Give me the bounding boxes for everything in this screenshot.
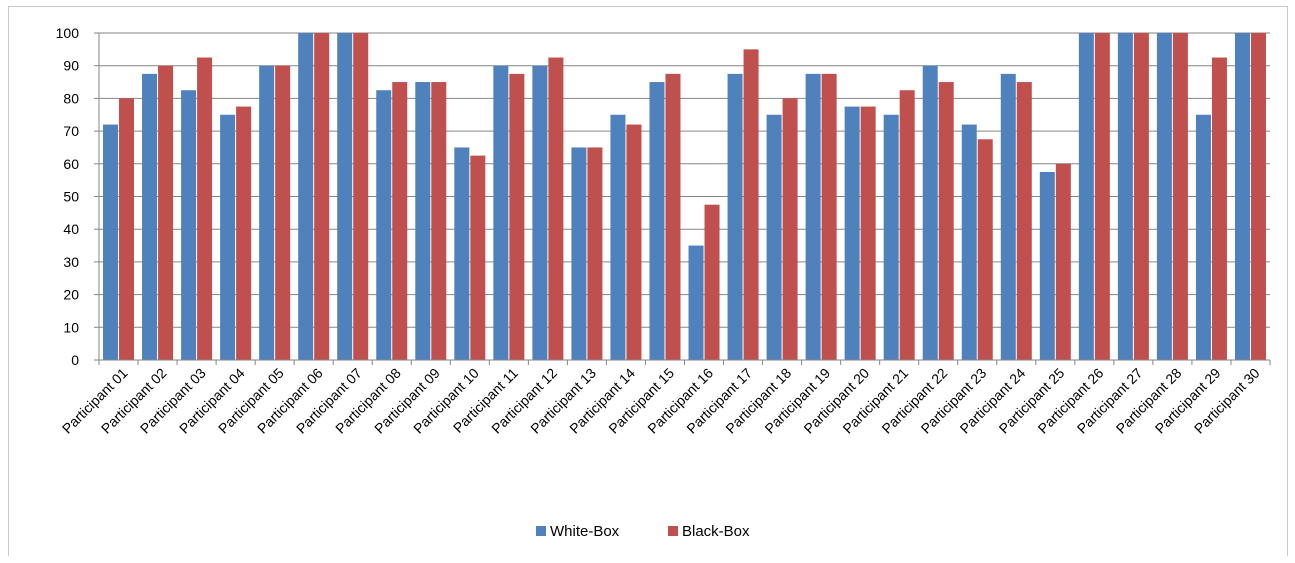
bar-white-box: [259, 65, 275, 360]
bar-white-box: [727, 73, 743, 360]
bar-black-box: [743, 49, 759, 360]
bar-black-box: [626, 124, 642, 360]
bar-white-box: [220, 114, 236, 360]
bar-black-box: [1094, 33, 1110, 360]
bar-white-box: [883, 114, 899, 360]
bar-black-box: [899, 90, 915, 360]
bar-black-box: [431, 82, 447, 361]
bar-white-box: [610, 114, 626, 360]
y-tick-label: 60: [63, 156, 79, 172]
bar-white-box: [1117, 33, 1133, 360]
bar-white-box: [532, 65, 548, 360]
y-tick-label: 80: [63, 90, 79, 106]
bar-black-box: [665, 73, 681, 360]
bar-white-box: [1078, 33, 1094, 360]
bar-white-box: [571, 147, 587, 360]
y-tick-label: 0: [71, 352, 79, 368]
bar-white-box: [1195, 114, 1211, 360]
y-tick-label: 70: [63, 123, 79, 139]
bar-black-box: [275, 65, 291, 360]
bar-white-box: [376, 90, 392, 360]
bar-black-box: [314, 33, 330, 360]
bar-white-box: [337, 33, 353, 360]
x-tick-label: Participant 01: [59, 365, 131, 437]
bar-white-box: [1039, 171, 1055, 360]
bar-white-box: [298, 33, 314, 360]
bar-black-box: [392, 82, 408, 361]
bars: [103, 33, 1266, 361]
bar-black-box: [1055, 163, 1071, 360]
bar-white-box: [415, 82, 431, 361]
bar-black-box: [704, 204, 720, 360]
bar-black-box: [1133, 33, 1149, 360]
bar-white-box: [922, 65, 938, 360]
bar-black-box: [236, 106, 252, 360]
y-tick-label: 90: [63, 58, 79, 74]
bar-black-box: [158, 65, 174, 360]
bar-black-box: [470, 155, 486, 360]
bar-white-box: [181, 90, 197, 360]
bar-black-box: [860, 106, 876, 360]
bar-white-box: [961, 124, 977, 360]
bar-black-box: [587, 147, 603, 360]
bar-white-box: [649, 82, 665, 361]
bar-black-box: [1172, 33, 1188, 360]
y-tick-label: 20: [63, 287, 79, 303]
legend: White-Box Black-Box: [536, 523, 750, 540]
bar-black-box: [938, 82, 954, 361]
bar-white-box: [688, 245, 704, 360]
y-tick-label: 50: [63, 189, 79, 205]
bar-black-box: [119, 98, 135, 361]
bar-black-box: [548, 57, 564, 361]
bar-black-box: [1211, 57, 1227, 361]
bar-white-box: [454, 147, 470, 360]
bar-white-box: [805, 73, 821, 360]
legend-label: Black-Box: [682, 523, 750, 540]
bar-black-box: [197, 57, 213, 361]
bar-black-box: [1250, 33, 1266, 360]
bar-black-box: [509, 73, 525, 360]
bar-white-box: [493, 65, 509, 360]
y-tick-label: 40: [63, 221, 79, 237]
bar-black-box: [782, 98, 798, 361]
legend-swatch: [536, 526, 546, 536]
bar-white-box: [1234, 33, 1250, 360]
y-tick-label: 10: [63, 319, 79, 335]
bar-white-box: [844, 106, 860, 360]
y-tick-label: 30: [63, 254, 79, 270]
bar-black-box: [977, 139, 993, 360]
bar-white-box: [1156, 33, 1172, 360]
gridlines: [99, 32, 1270, 361]
chart-frame: [8, 6, 1288, 556]
legend-swatch: [668, 526, 678, 536]
bar-white-box: [766, 114, 782, 360]
bar-black-box: [353, 33, 369, 360]
y-tick-label: 100: [56, 25, 80, 41]
y-axis-ticks: 0 10 20 30 40 50 60 70 80 90 100: [56, 25, 100, 368]
bar-white-box: [142, 73, 158, 360]
bar-black-box: [821, 73, 837, 360]
bar-black-box: [1016, 82, 1032, 361]
bar-white-box: [1000, 73, 1016, 360]
bar-white-box: [103, 124, 119, 360]
legend-label: White-Box: [550, 523, 620, 540]
